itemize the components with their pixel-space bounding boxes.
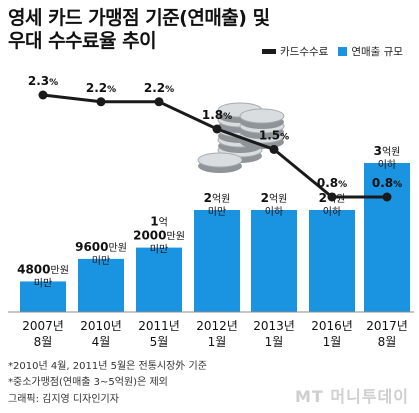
bar-label-unit: 억 — [159, 217, 168, 229]
line-label: 2.3% — [28, 74, 58, 88]
bar-label-group: 4800만원미만9600만원미만1억2000만원미만2억원미만2억원이하2억원이… — [17, 144, 400, 289]
bar-label-unit: 억원 — [212, 193, 230, 205]
x-tick-label: 1월 — [265, 335, 284, 349]
line-point — [38, 90, 48, 100]
bar-label-value: 4800 — [17, 262, 50, 276]
line-label-unit: % — [165, 85, 174, 95]
bar-label: 3억원 — [374, 144, 401, 158]
legend-line-swatch — [262, 49, 276, 54]
bar — [194, 210, 240, 312]
bar-label-value: 3 — [374, 144, 382, 158]
line-label: 0.8% — [317, 176, 347, 190]
bar-label-value: 9600 — [75, 240, 108, 254]
x-tick-label: 2010년 — [80, 319, 122, 333]
x-tick-label: 1월 — [208, 335, 227, 349]
legend-bar-swatch — [338, 47, 348, 56]
bar-label-sub: 이하 — [265, 205, 283, 218]
bar-label-value: 2 — [319, 191, 327, 205]
x-tick-label: 2016년 — [311, 319, 353, 333]
coin-face — [197, 152, 243, 168]
line-point — [327, 192, 337, 202]
bar-label-value: 2 — [204, 191, 212, 205]
x-tick-label: 4월 — [92, 335, 111, 349]
bar — [20, 281, 66, 312]
line-label-unit: % — [223, 112, 232, 122]
line-label-value: 2.3 — [28, 74, 49, 88]
line-label: 2.2% — [86, 81, 116, 95]
line-label-unit: % — [49, 78, 58, 88]
bar — [251, 210, 297, 312]
bar — [136, 247, 182, 312]
x-tick-label: 2017년 — [366, 319, 408, 333]
bar-label-unit: 만원 — [51, 264, 69, 276]
x-tick-label: 1월 — [323, 335, 342, 349]
line-label-value: 0.8 — [317, 176, 338, 190]
bar-label-unit: 만원 — [167, 231, 185, 243]
line-label: 0.8% — [372, 176, 402, 190]
legend: 카드수수료 연매출 규모 — [262, 44, 403, 59]
publisher-logo: MT 머니투데이 — [294, 387, 409, 406]
bar-label-value: 2 — [261, 191, 269, 205]
bar-label: 1억 — [150, 215, 168, 229]
x-tick-label: 8월 — [378, 335, 397, 349]
line-point — [212, 124, 222, 134]
footnote-2: *중소가맹점(연매출 3~5억원)은 제외 — [8, 377, 168, 388]
line-label: 1.8% — [202, 108, 232, 122]
x-tick-label: 8월 — [34, 335, 53, 349]
line-label-unit: % — [338, 180, 347, 190]
footnote-1: *2010년 4월, 2011년 5월은 전통시장外 기준 — [8, 361, 207, 372]
x-tick-label: 5월 — [150, 335, 169, 349]
bar-label: 2억원 — [204, 191, 231, 205]
line-label-value: 0.8 — [372, 176, 393, 190]
bar-label: 2억원 — [261, 191, 288, 205]
bar-label-unit: 만원 — [109, 242, 127, 254]
bar — [364, 163, 410, 312]
line-point — [96, 97, 106, 107]
bar-label-value: 1 — [150, 215, 158, 229]
bar-series — [20, 163, 410, 312]
legend-line-label: 카드수수료 — [280, 46, 329, 58]
line-label-value: 1.8 — [202, 108, 223, 122]
line-label-unit: % — [107, 85, 116, 95]
bar-label-sub: 미만 — [34, 277, 52, 289]
bar-label: 4800만원 — [17, 262, 69, 276]
x-tick-label: 2012년 — [196, 319, 238, 333]
coin-face — [239, 108, 285, 124]
credit: 그래픽: 김지영 디자인기자 — [8, 394, 119, 405]
legend-bar-label: 연매출 규모 — [351, 46, 403, 58]
bar-label-sub: 이하 — [323, 205, 341, 218]
line-series: 2.3% 2.2% 2.2%1.8%1.5%0.8% 0.8% — [28, 74, 402, 202]
line-label-unit: % — [393, 180, 402, 190]
bar-label-unit: 억원 — [269, 193, 287, 205]
bar-label-sub: 미만 — [208, 206, 226, 218]
bar-label: 2000만원 — [133, 229, 185, 243]
line-label-value: 2.2 — [144, 81, 165, 95]
bar-label-value: 2000 — [133, 229, 166, 243]
bar-label-sub: 미만 — [150, 244, 168, 256]
line-point — [382, 192, 392, 202]
bar — [78, 258, 124, 312]
line-label-value: 2.2 — [86, 81, 107, 95]
bar-label-unit: 억원 — [382, 146, 400, 158]
x-tick-label: 2013년 — [253, 319, 295, 333]
line-label-unit: % — [280, 132, 289, 142]
x-tick-label: 2007년 — [22, 319, 64, 333]
bar-label: 9600만원 — [75, 240, 127, 254]
chart-title-line2: 우대 수수료율 추이 — [8, 30, 157, 52]
line-label: 1.5% — [259, 128, 289, 142]
line-point — [269, 144, 279, 154]
x-axis: 2007년 8월 2010년 4월 2011년 5월 2012년 1월 2013년 1월 2016년… — [8, 311, 414, 349]
bar — [309, 210, 355, 312]
line-label-value: 1.5 — [259, 128, 280, 142]
x-tick-label: 2011년 — [138, 319, 180, 333]
line-point — [154, 97, 164, 107]
bar-label-sub: 이하 — [378, 158, 396, 171]
bar-label-sub: 미만 — [92, 255, 110, 267]
chart-title-line1: 영세 카드 가맹점 기준(연매출) 및 — [8, 7, 270, 29]
line-label: 2.2% — [144, 81, 174, 95]
coin-stack-illustration — [197, 102, 285, 173]
